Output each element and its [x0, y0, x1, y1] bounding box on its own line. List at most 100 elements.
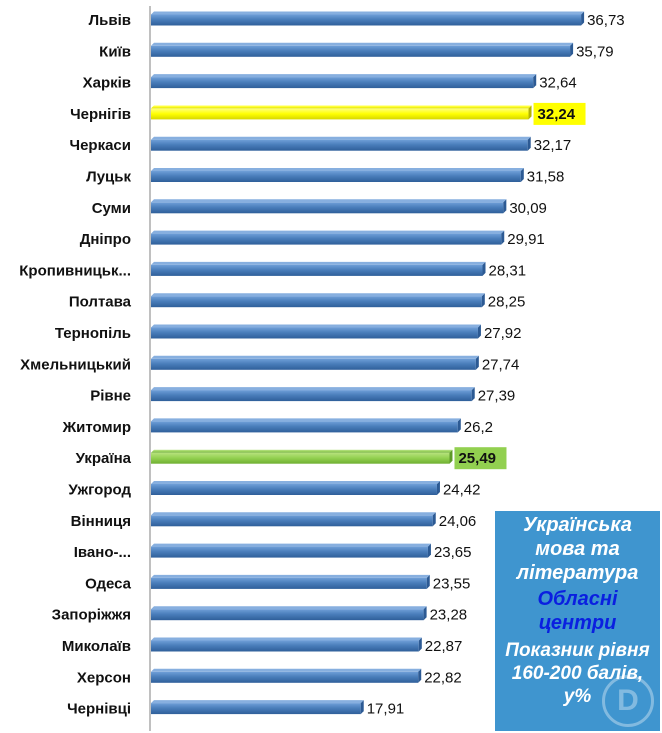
info-subject: Українська мова та література — [516, 514, 639, 584]
bar-cap-львів — [581, 11, 585, 26]
category-label-черкаси: Черкаси — [70, 137, 131, 154]
category-label-рівне: Рівне — [90, 388, 131, 405]
category-label-хмельницький: Хмельницький — [20, 356, 131, 373]
value-label-харків: 32,64 — [539, 75, 577, 92]
bar-top-луцьк — [151, 168, 524, 171]
bar-житомир — [151, 421, 458, 433]
bar-київ — [151, 45, 571, 57]
category-label-чернівці: Чернівці — [67, 701, 131, 718]
bar-хмельницький — [151, 358, 476, 370]
category-label-ужгород: Ужгород — [68, 482, 131, 499]
value-label-хмельницький: 27,74 — [482, 356, 520, 373]
bar-cap-кропивницьк — [482, 261, 486, 276]
category-label-луцьк: Луцьк — [86, 169, 131, 186]
bar-чернівці — [151, 703, 361, 715]
bar-cap-миколаїв — [418, 637, 422, 652]
category-label-україна: Україна — [76, 450, 132, 467]
bar-миколаїв — [151, 640, 419, 652]
category-label-тернопіль: Тернопіль — [55, 325, 131, 342]
value-label-суми: 30,09 — [509, 200, 547, 217]
value-label-україна: 25,49 — [458, 450, 496, 467]
bar-чернігів — [151, 108, 529, 120]
category-label-дніпро: Дніпро — [80, 231, 131, 248]
category-label-чернігів: Чернігів — [70, 106, 131, 123]
bar-черкаси — [151, 139, 528, 151]
bar-запоріжжя — [151, 609, 424, 621]
bar-top-херсон — [151, 668, 422, 672]
value-label-дніпро: 29,91 — [507, 231, 545, 248]
bar-дніпро — [151, 233, 502, 245]
bar-харків — [151, 77, 534, 89]
value-label-запоріжжя: 23,28 — [430, 607, 468, 624]
watermark-logo: D — [602, 675, 654, 727]
value-label-bg-чернігів — [533, 102, 586, 125]
bar-top-львів — [151, 11, 585, 15]
category-label-львів: Львів — [89, 12, 131, 29]
bar-cap-луцьк — [520, 168, 524, 182]
bar-вінниця — [151, 515, 433, 527]
bar-cap-чернігів — [528, 105, 532, 120]
value-label-київ: 35,79 — [576, 43, 614, 60]
bar-top-україна — [151, 449, 453, 453]
chart-info-box: Українська мова та література Обласні це… — [495, 511, 660, 731]
bar-кропивницьк — [151, 264, 483, 276]
bar-cap-ужгород — [436, 481, 440, 495]
bar-рівне — [151, 390, 472, 402]
bar-cap-дніпро — [501, 230, 505, 245]
value-label-чернівці: 17,91 — [367, 701, 405, 718]
bar-top-тернопіль — [151, 324, 481, 328]
bar-cap-хмельницький — [475, 355, 479, 370]
bar-top-черкаси — [151, 136, 531, 140]
value-label-рівне: 27,39 — [478, 388, 516, 405]
category-label-житомир: Житомир — [62, 419, 131, 436]
bar-суми — [151, 202, 504, 214]
value-label-одеса: 23,55 — [433, 575, 471, 592]
bar-cap-рівне — [471, 387, 475, 402]
bar-cap-харків — [533, 74, 537, 89]
bar-top-суми — [151, 199, 507, 203]
bar-top-чернівці — [151, 700, 364, 704]
bar-top-ужгород — [151, 481, 440, 484]
bar-херсон — [151, 671, 419, 683]
category-label-київ: Київ — [99, 43, 131, 60]
bar-top-дніпро — [151, 230, 505, 234]
bar-cap-київ — [570, 42, 574, 57]
value-label-полтава: 28,25 — [488, 294, 526, 311]
bar-cap-тернопіль — [477, 324, 481, 339]
info-metric: Показник рівня 160-200 балів, у% — [505, 640, 650, 707]
bar-cap-івано — [427, 543, 431, 558]
category-label-одеса: Одеса — [85, 575, 131, 592]
bar-top-київ — [151, 42, 574, 46]
bar-cap-полтава — [481, 293, 485, 308]
bar-top-харків — [151, 74, 537, 78]
category-label-суми: Суми — [92, 200, 131, 217]
bar-cap-суми — [503, 199, 507, 214]
bar-тернопіль — [151, 327, 478, 339]
value-label-івано: 23,65 — [434, 544, 472, 561]
value-label-кропивницьк: 28,31 — [489, 262, 527, 279]
bar-top-полтава — [151, 293, 485, 297]
bar-top-миколаїв — [151, 637, 422, 641]
value-label-тернопіль: 27,92 — [484, 325, 522, 342]
value-label-миколаїв: 22,87 — [425, 638, 463, 655]
category-label-харків: Харків — [83, 75, 131, 92]
bar-cap-житомир — [457, 418, 461, 433]
category-label-кропивницьк: Кропивницьк... — [19, 262, 131, 279]
bar-україна — [151, 452, 450, 464]
bar-cap-україна — [449, 449, 453, 464]
bar-top-чернігів — [151, 105, 532, 109]
value-label-ужгород: 24,42 — [443, 482, 481, 499]
bar-top-рівне — [151, 387, 475, 391]
value-label-bg-україна — [454, 447, 507, 470]
value-label-черкаси: 32,17 — [534, 137, 572, 154]
bar-cap-вінниця — [432, 512, 436, 527]
bar-cap-черкаси — [527, 136, 531, 151]
value-label-чернігів: 32,24 — [538, 106, 576, 123]
bar-cap-херсон — [418, 668, 422, 683]
bar-полтава — [151, 296, 482, 308]
bar-top-хмельницький — [151, 355, 479, 359]
bar-top-вінниця — [151, 512, 436, 516]
value-label-львів: 36,73 — [587, 12, 625, 29]
